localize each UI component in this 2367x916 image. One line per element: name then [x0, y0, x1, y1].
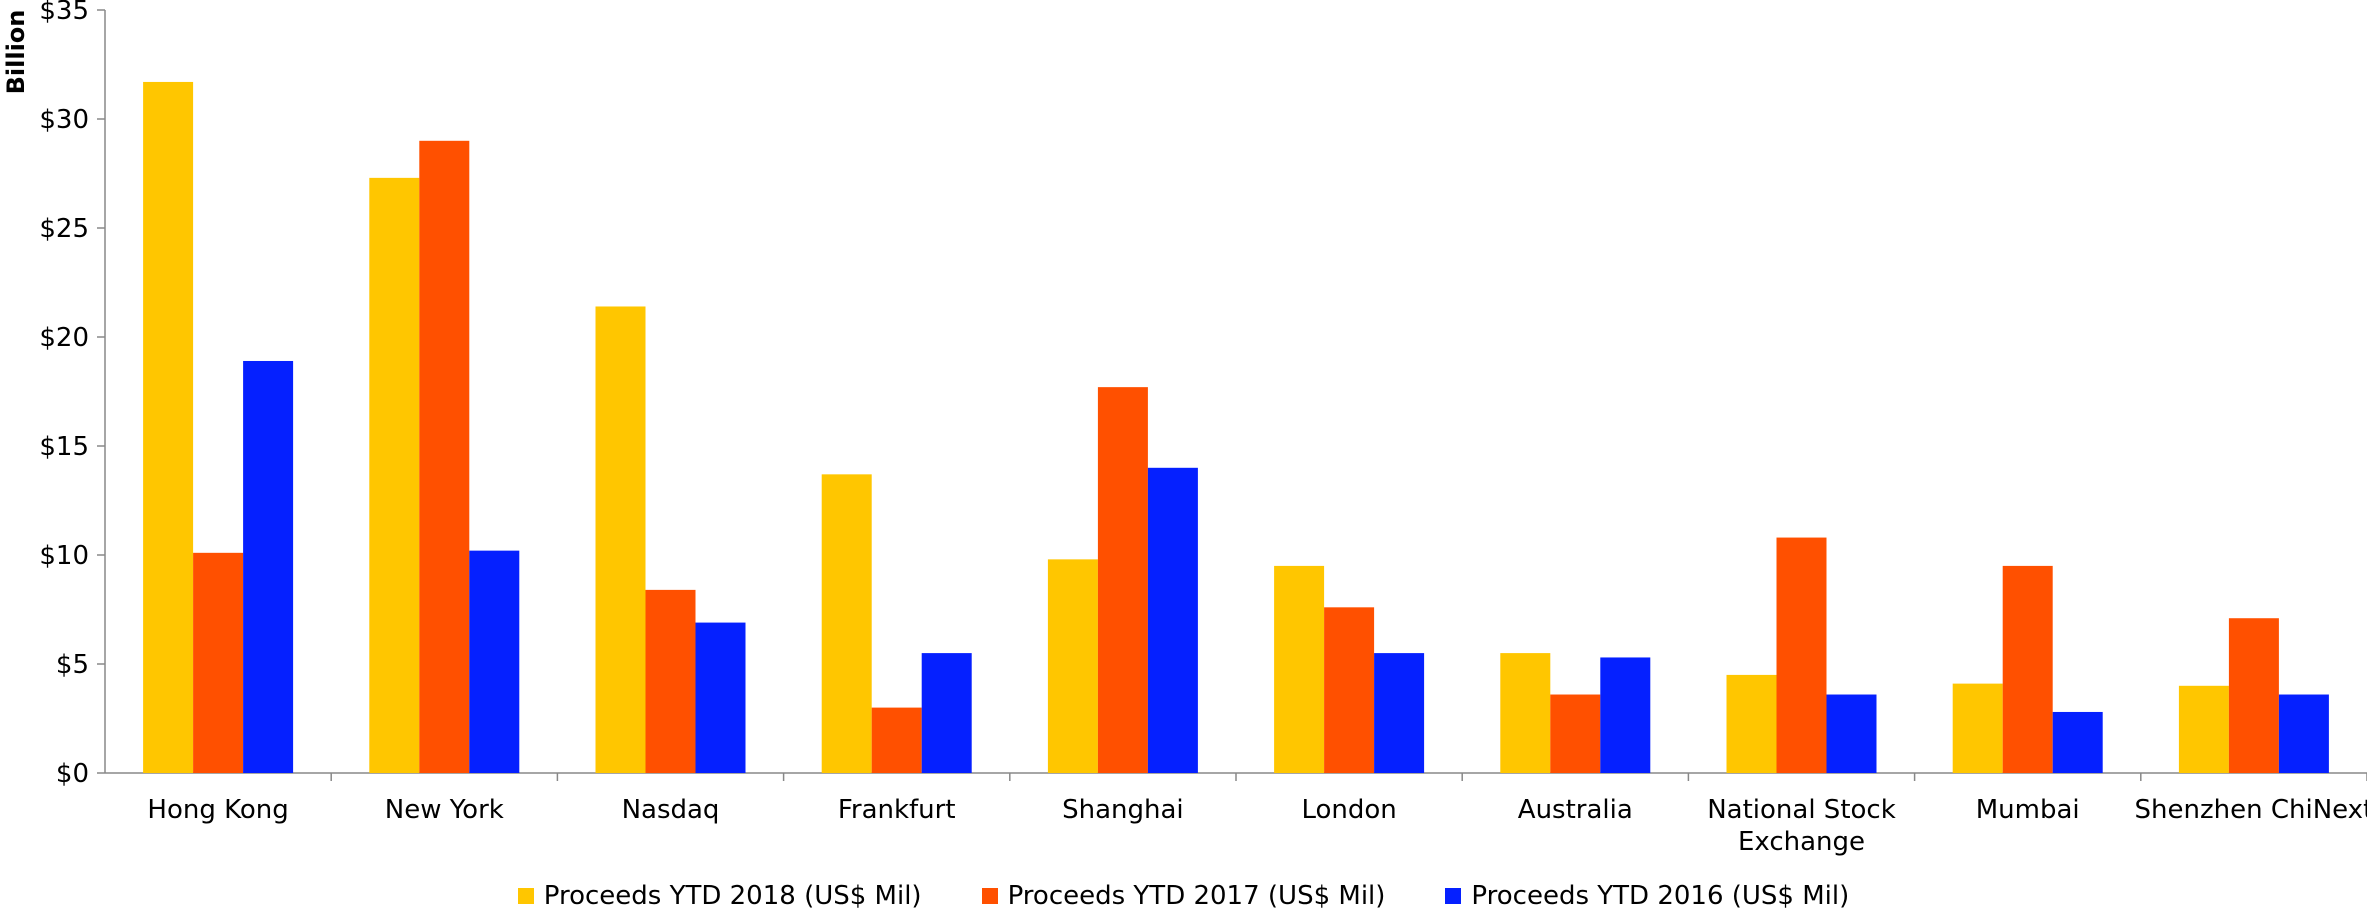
- bar: [2052, 711, 2103, 773]
- x-tick-label: National Stock Exchange: [1707, 795, 1896, 857]
- y-tick-label: $15: [39, 432, 89, 462]
- legend-item: Proceeds YTD 2016 (US$ Mil): [1445, 876, 1849, 916]
- x-tick-label: Nasdaq: [622, 795, 720, 825]
- legend-swatch: [1445, 888, 1462, 904]
- bar: [1600, 657, 1651, 773]
- x-tick-label: Shenzhen ChiNext: [2135, 795, 2367, 825]
- bar: [1550, 694, 1601, 773]
- bar: [595, 306, 646, 773]
- bar-chart: Billion $0 $5 $10 $15 $20 $25 $30 $35 Hong Kong N…: [2, 0, 2367, 857]
- legend: Proceeds YTD 2018 (US$ Mil) Proceeds YTD …: [0, 876, 2367, 916]
- bar: [143, 81, 194, 773]
- x-tick-label: Australia: [1518, 795, 1633, 825]
- bar: [921, 653, 972, 773]
- x-tick-label: Shanghai: [1062, 795, 1184, 825]
- legend-swatch: [517, 888, 534, 904]
- bar: [821, 474, 872, 773]
- y-tick-label: $30: [39, 105, 89, 135]
- legend-item: Proceeds YTD 2017 (US$ Mil): [981, 876, 1386, 916]
- legend-swatch: [981, 888, 998, 904]
- bar: [1500, 653, 1551, 773]
- bar: [1776, 537, 1827, 773]
- y-tick-label: $10: [39, 541, 89, 571]
- y-tick-label: $25: [39, 214, 89, 244]
- y-tick-label: $0: [56, 759, 89, 789]
- y-tick-label: $35: [39, 0, 89, 26]
- legend-label: Proceeds YTD 2016 (US$ Mil): [1471, 881, 1850, 911]
- x-tick-label: London: [1301, 795, 1396, 825]
- y-axis-label: Billion: [2, 10, 30, 95]
- bar: [695, 622, 746, 773]
- bar: [1726, 674, 1777, 773]
- bar: [1324, 607, 1375, 773]
- bar: [193, 552, 244, 773]
- legend-item: Proceeds YTD 2018 (US$ Mil): [517, 876, 922, 916]
- bar: [645, 589, 696, 773]
- bar: [1826, 694, 1877, 773]
- bar: [369, 177, 420, 774]
- y-tick-label: $5: [56, 650, 89, 680]
- bar: [1147, 467, 1198, 773]
- y-tick-label: $20: [39, 323, 89, 353]
- x-tick-label: Frankfurt: [838, 795, 956, 825]
- bar: [871, 707, 922, 773]
- legend-label: Proceeds YTD 2017 (US$ Mil): [1007, 881, 1386, 911]
- bar: [243, 360, 294, 773]
- bar: [2228, 618, 2279, 773]
- bar: [1274, 565, 1325, 773]
- axis-labels: $0 $5 $10 $15 $20 $25 $30 $35 Hong Kong New York N…: [39, 0, 2367, 857]
- x-tick-label: Mumbai: [1976, 795, 2080, 825]
- bar: [2002, 565, 2053, 773]
- bars: [143, 81, 2329, 774]
- bar: [419, 140, 470, 774]
- x-tick-label: New York: [385, 795, 504, 825]
- bar: [1952, 683, 2003, 773]
- bar: [1097, 387, 1148, 773]
- bar: [2178, 685, 2229, 773]
- bar: [1374, 653, 1425, 773]
- legend-label: Proceeds YTD 2018 (US$ Mil): [543, 881, 922, 911]
- bar: [2278, 694, 2329, 773]
- bar: [469, 550, 520, 773]
- x-tick-label: Hong Kong: [147, 795, 288, 825]
- bar: [1047, 559, 1098, 773]
